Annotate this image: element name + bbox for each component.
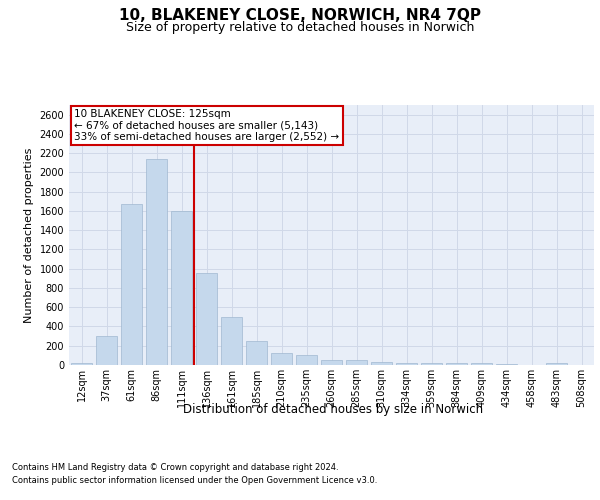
Y-axis label: Number of detached properties: Number of detached properties (24, 148, 34, 322)
Text: Contains public sector information licensed under the Open Government Licence v3: Contains public sector information licen… (12, 476, 377, 485)
Bar (546, 362, 567, 365)
Bar (271, 354, 292, 365)
Text: Size of property relative to detached houses in Norwich: Size of property relative to detached ho… (126, 21, 474, 34)
Bar (346, 360, 367, 365)
Text: Contains HM Land Registry data © Crown copyright and database right 2024.: Contains HM Land Registry data © Crown c… (12, 462, 338, 471)
Bar (321, 360, 342, 365)
Bar (371, 362, 392, 365)
Text: Distribution of detached houses by size in Norwich: Distribution of detached houses by size … (183, 402, 483, 415)
Bar (221, 317, 242, 365)
Text: 10, BLAKENEY CLOSE, NORWICH, NR4 7QP: 10, BLAKENEY CLOSE, NORWICH, NR4 7QP (119, 8, 481, 22)
Text: 10 BLAKENEY CLOSE: 125sqm
← 67% of detached houses are smaller (5,143)
33% of se: 10 BLAKENEY CLOSE: 125sqm ← 67% of detac… (74, 109, 340, 142)
Bar (196, 272, 217, 365)
Bar (146, 159, 167, 365)
Bar (421, 362, 442, 365)
Bar (246, 341, 267, 365)
Bar (296, 356, 317, 365)
Bar (171, 211, 192, 365)
Bar (396, 363, 417, 365)
Bar (96, 336, 117, 365)
Bar (71, 362, 92, 365)
Bar (446, 364, 467, 365)
Bar (471, 362, 492, 365)
Bar (496, 364, 517, 365)
Bar (121, 204, 142, 365)
